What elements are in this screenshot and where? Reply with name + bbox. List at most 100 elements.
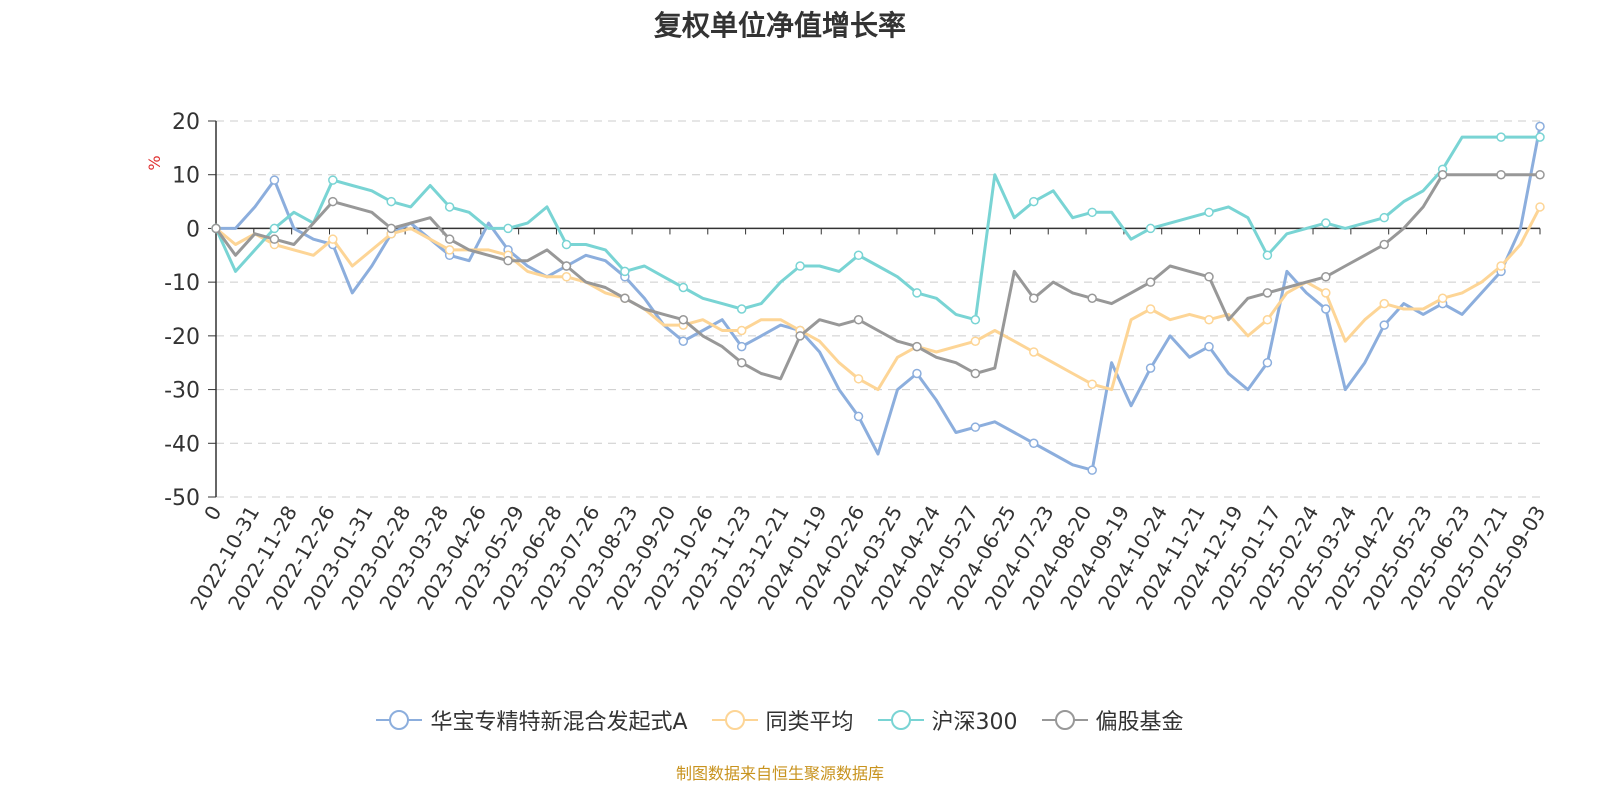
legend-label: 偏股基金	[1095, 710, 1184, 735]
legend-item-series-4[interactable]: 偏股基金	[1041, 704, 1184, 736]
data-point	[678, 336, 689, 346]
series-line-3	[214, 135, 1540, 322]
data-point	[736, 357, 747, 368]
data-point	[1029, 438, 1039, 449]
data-point	[444, 245, 455, 255]
data-point	[1087, 207, 1097, 218]
chart-title: 复权单位净值增长率	[653, 9, 906, 42]
legend-item-series-3[interactable]: 沪深300	[877, 704, 1018, 736]
data-point	[1496, 261, 1506, 271]
y-tick-label: -50	[164, 486, 200, 511]
data-point	[853, 250, 864, 261]
data-point	[269, 223, 280, 234]
data-point	[1145, 304, 1156, 314]
data-point	[269, 234, 280, 244]
legend-label: 华宝专精特新混合发起式A	[430, 710, 688, 735]
data-point	[912, 341, 922, 352]
y-tick-label: -30	[164, 379, 200, 404]
legend-marker-icon	[376, 710, 423, 730]
data-point	[386, 223, 396, 234]
data-point	[503, 223, 513, 234]
y-tick-label: 0	[186, 217, 200, 242]
data-point	[970, 314, 981, 325]
data-point	[1437, 293, 1448, 304]
data-point	[678, 314, 689, 325]
data-point	[1204, 207, 1214, 218]
y-tick-label: -10	[164, 271, 200, 296]
data-point	[970, 422, 981, 432]
series-line-4	[214, 173, 1540, 381]
data-point	[795, 331, 805, 341]
data-point	[1496, 132, 1506, 142]
data-point	[1087, 293, 1097, 304]
data-point	[912, 288, 922, 298]
y-tick-label: -20	[164, 325, 200, 350]
legend-marker-icon	[711, 710, 758, 730]
data-point	[1535, 169, 1545, 180]
data-point	[736, 304, 747, 314]
data-point	[1535, 202, 1545, 212]
data-point	[853, 314, 864, 325]
legend-label: 沪深300	[931, 710, 1018, 735]
legend-marker-icon	[1041, 710, 1088, 730]
data-point	[1379, 239, 1389, 250]
data-point	[1029, 347, 1039, 357]
data-point	[1262, 357, 1273, 368]
data-point	[1087, 465, 1097, 475]
series-line-1	[216, 126, 1542, 472]
y-axis-unit-label: %	[145, 155, 164, 170]
data-point	[503, 255, 513, 266]
data-point	[853, 374, 864, 384]
data-point	[1321, 304, 1331, 314]
data-point	[269, 175, 280, 185]
data-point	[1379, 320, 1389, 330]
data-point	[678, 282, 689, 293]
data-point	[1379, 212, 1389, 223]
data-point	[1262, 314, 1273, 325]
data-point	[561, 261, 572, 271]
data-point	[970, 368, 981, 379]
data-point	[1379, 298, 1389, 309]
data-point	[444, 234, 455, 244]
data-point	[1145, 277, 1156, 287]
data-point	[1535, 132, 1545, 142]
data-point	[328, 196, 338, 207]
data-point	[1321, 272, 1331, 282]
y-tick-label: 10	[172, 164, 200, 189]
data-point	[736, 325, 747, 336]
data-point	[912, 368, 922, 379]
legend-item-series-1[interactable]: 华宝专精特新混合发起式A	[376, 704, 688, 736]
data-point	[1321, 218, 1331, 228]
data-point	[1029, 196, 1039, 207]
data-point	[444, 202, 455, 212]
data-point	[1145, 363, 1156, 373]
data-point	[1496, 169, 1506, 180]
x-tick-label: 0	[199, 502, 226, 525]
y-tick-label: -40	[164, 432, 200, 457]
data-point	[328, 175, 338, 185]
data-point	[1262, 250, 1273, 261]
series-line-2	[215, 206, 1542, 392]
data-point	[795, 261, 805, 271]
legend-label: 同类平均	[765, 710, 854, 735]
data-point	[1321, 288, 1331, 298]
data-point	[1029, 293, 1039, 304]
legend-marker-icon	[877, 710, 924, 730]
legend-item-series-2[interactable]: 同类平均	[711, 704, 854, 736]
data-point	[1262, 288, 1273, 298]
data-point	[1087, 379, 1097, 389]
y-tick-label: 20	[172, 110, 200, 135]
data-point	[1204, 314, 1214, 325]
data-point	[561, 272, 572, 282]
data-point	[970, 336, 981, 346]
data-point	[1437, 169, 1448, 180]
data-point	[1535, 121, 1545, 132]
data-point	[561, 239, 572, 250]
data-point	[620, 266, 630, 277]
data-point	[853, 411, 864, 422]
data-point	[620, 293, 630, 304]
data-point	[211, 223, 221, 234]
data-point	[1204, 341, 1214, 352]
chart-legend: 华宝专精特新混合发起式A 同类平均 沪深300 偏股基金	[0, 704, 1560, 736]
